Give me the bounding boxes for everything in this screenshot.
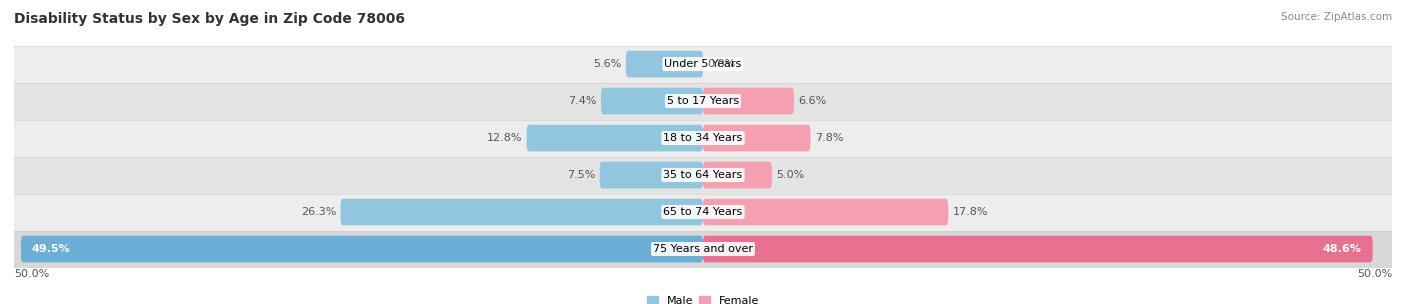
Text: 50.0%: 50.0% xyxy=(14,269,49,279)
FancyBboxPatch shape xyxy=(703,88,794,114)
Text: 26.3%: 26.3% xyxy=(301,207,336,217)
FancyBboxPatch shape xyxy=(340,199,703,225)
Text: 5 to 17 Years: 5 to 17 Years xyxy=(666,96,740,106)
FancyBboxPatch shape xyxy=(527,125,703,151)
Text: 7.5%: 7.5% xyxy=(567,170,596,180)
Text: 65 to 74 Years: 65 to 74 Years xyxy=(664,207,742,217)
Text: 48.6%: 48.6% xyxy=(1323,244,1361,254)
FancyBboxPatch shape xyxy=(703,236,1372,262)
Text: Under 5 Years: Under 5 Years xyxy=(665,59,741,69)
Text: 50.0%: 50.0% xyxy=(1357,269,1392,279)
FancyBboxPatch shape xyxy=(21,236,703,262)
Bar xyxy=(7,230,1399,268)
Text: 0.0%: 0.0% xyxy=(707,59,735,69)
Bar xyxy=(7,157,1399,194)
Text: 35 to 64 Years: 35 to 64 Years xyxy=(664,170,742,180)
FancyBboxPatch shape xyxy=(703,125,810,151)
FancyBboxPatch shape xyxy=(600,88,703,114)
Text: 18 to 34 Years: 18 to 34 Years xyxy=(664,133,742,143)
Bar xyxy=(7,46,1399,83)
Text: 75 Years and over: 75 Years and over xyxy=(652,244,754,254)
Text: 7.4%: 7.4% xyxy=(568,96,598,106)
Text: 17.8%: 17.8% xyxy=(952,207,988,217)
Bar xyxy=(7,119,1399,157)
Text: 5.0%: 5.0% xyxy=(776,170,804,180)
Text: Source: ZipAtlas.com: Source: ZipAtlas.com xyxy=(1281,12,1392,22)
Text: Disability Status by Sex by Age in Zip Code 78006: Disability Status by Sex by Age in Zip C… xyxy=(14,12,405,26)
Text: 49.5%: 49.5% xyxy=(32,244,70,254)
Bar xyxy=(7,83,1399,119)
FancyBboxPatch shape xyxy=(703,162,772,188)
Text: 12.8%: 12.8% xyxy=(486,133,523,143)
Text: 6.6%: 6.6% xyxy=(799,96,827,106)
FancyBboxPatch shape xyxy=(703,199,948,225)
Legend: Male, Female: Male, Female xyxy=(643,292,763,304)
FancyBboxPatch shape xyxy=(599,162,703,188)
FancyBboxPatch shape xyxy=(626,51,703,78)
Text: 5.6%: 5.6% xyxy=(593,59,621,69)
Text: 7.8%: 7.8% xyxy=(814,133,844,143)
Bar xyxy=(7,194,1399,230)
